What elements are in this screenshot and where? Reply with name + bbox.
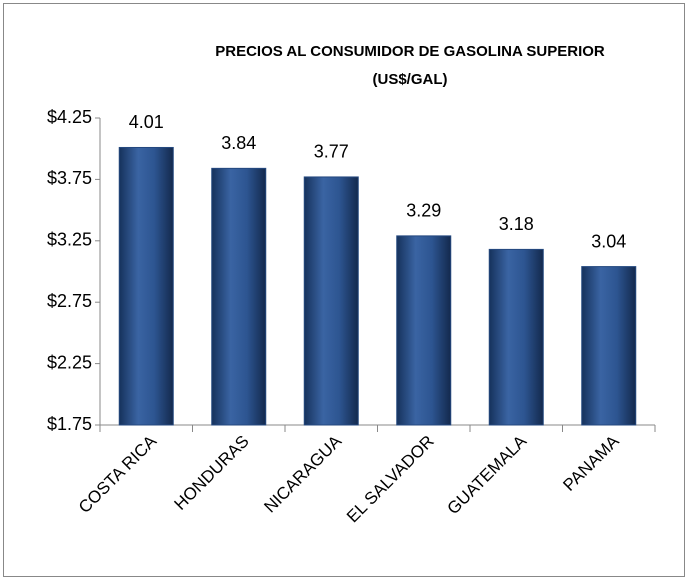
bar — [303, 176, 359, 426]
bar — [118, 146, 174, 426]
y-tick-label: $2.25 — [47, 352, 92, 372]
bar — [488, 248, 544, 426]
bar — [396, 235, 452, 426]
y-tick-label: $4.25 — [47, 107, 92, 127]
value-label: 3.29 — [406, 201, 441, 221]
bar — [581, 266, 637, 426]
chart-subtitle: (US$/GAL) — [373, 71, 448, 88]
bar — [211, 167, 267, 426]
y-tick-label: $2.75 — [47, 291, 92, 311]
value-label: 3.77 — [314, 142, 349, 162]
value-label: 3.04 — [591, 231, 626, 251]
y-tick-label: $3.75 — [47, 168, 92, 188]
y-tick-label: $1.75 — [47, 414, 92, 434]
value-label: 4.01 — [129, 112, 164, 132]
value-label: 3.18 — [499, 214, 534, 234]
y-tick-label: $3.25 — [47, 230, 92, 250]
chart-title: PRECIOS AL CONSUMIDOR DE GASOLINA SUPERI… — [215, 43, 605, 60]
value-label: 3.84 — [221, 133, 256, 153]
